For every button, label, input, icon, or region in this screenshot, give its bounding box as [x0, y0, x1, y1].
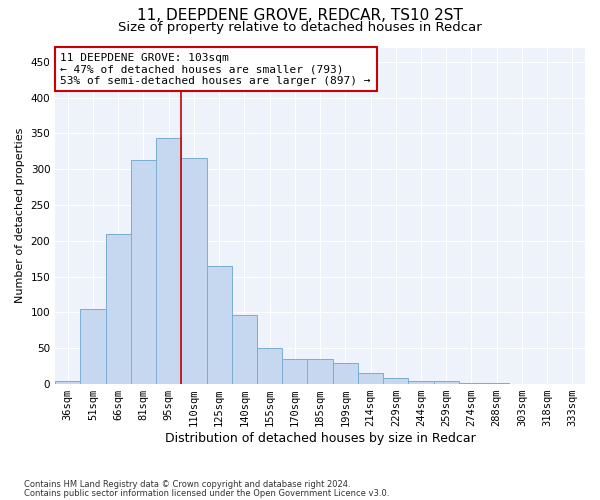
- Bar: [409, 380, 434, 384]
- Text: Contains HM Land Registry data © Crown copyright and database right 2024.: Contains HM Land Registry data © Crown c…: [24, 480, 350, 489]
- Bar: [232, 314, 257, 384]
- Bar: [206, 266, 232, 384]
- X-axis label: Distribution of detached houses by size in Redcar: Distribution of detached houses by size …: [165, 432, 475, 445]
- Bar: [181, 158, 206, 384]
- Bar: [434, 380, 459, 384]
- Bar: [332, 364, 358, 384]
- Text: Contains public sector information licensed under the Open Government Licence v3: Contains public sector information licen…: [24, 489, 389, 498]
- Text: Size of property relative to detached houses in Redcar: Size of property relative to detached ho…: [118, 21, 482, 34]
- Bar: [156, 138, 181, 384]
- Text: 11 DEEPDENE GROVE: 103sqm
← 47% of detached houses are smaller (793)
53% of semi: 11 DEEPDENE GROVE: 103sqm ← 47% of detac…: [61, 52, 371, 86]
- Y-axis label: Number of detached properties: Number of detached properties: [15, 128, 25, 304]
- Bar: [55, 380, 80, 384]
- Bar: [358, 374, 383, 384]
- Bar: [80, 309, 106, 384]
- Bar: [307, 359, 332, 384]
- Bar: [282, 359, 307, 384]
- Bar: [106, 234, 131, 384]
- Text: 11, DEEPDENE GROVE, REDCAR, TS10 2ST: 11, DEEPDENE GROVE, REDCAR, TS10 2ST: [137, 8, 463, 22]
- Bar: [131, 160, 156, 384]
- Bar: [383, 378, 409, 384]
- Bar: [257, 348, 282, 384]
